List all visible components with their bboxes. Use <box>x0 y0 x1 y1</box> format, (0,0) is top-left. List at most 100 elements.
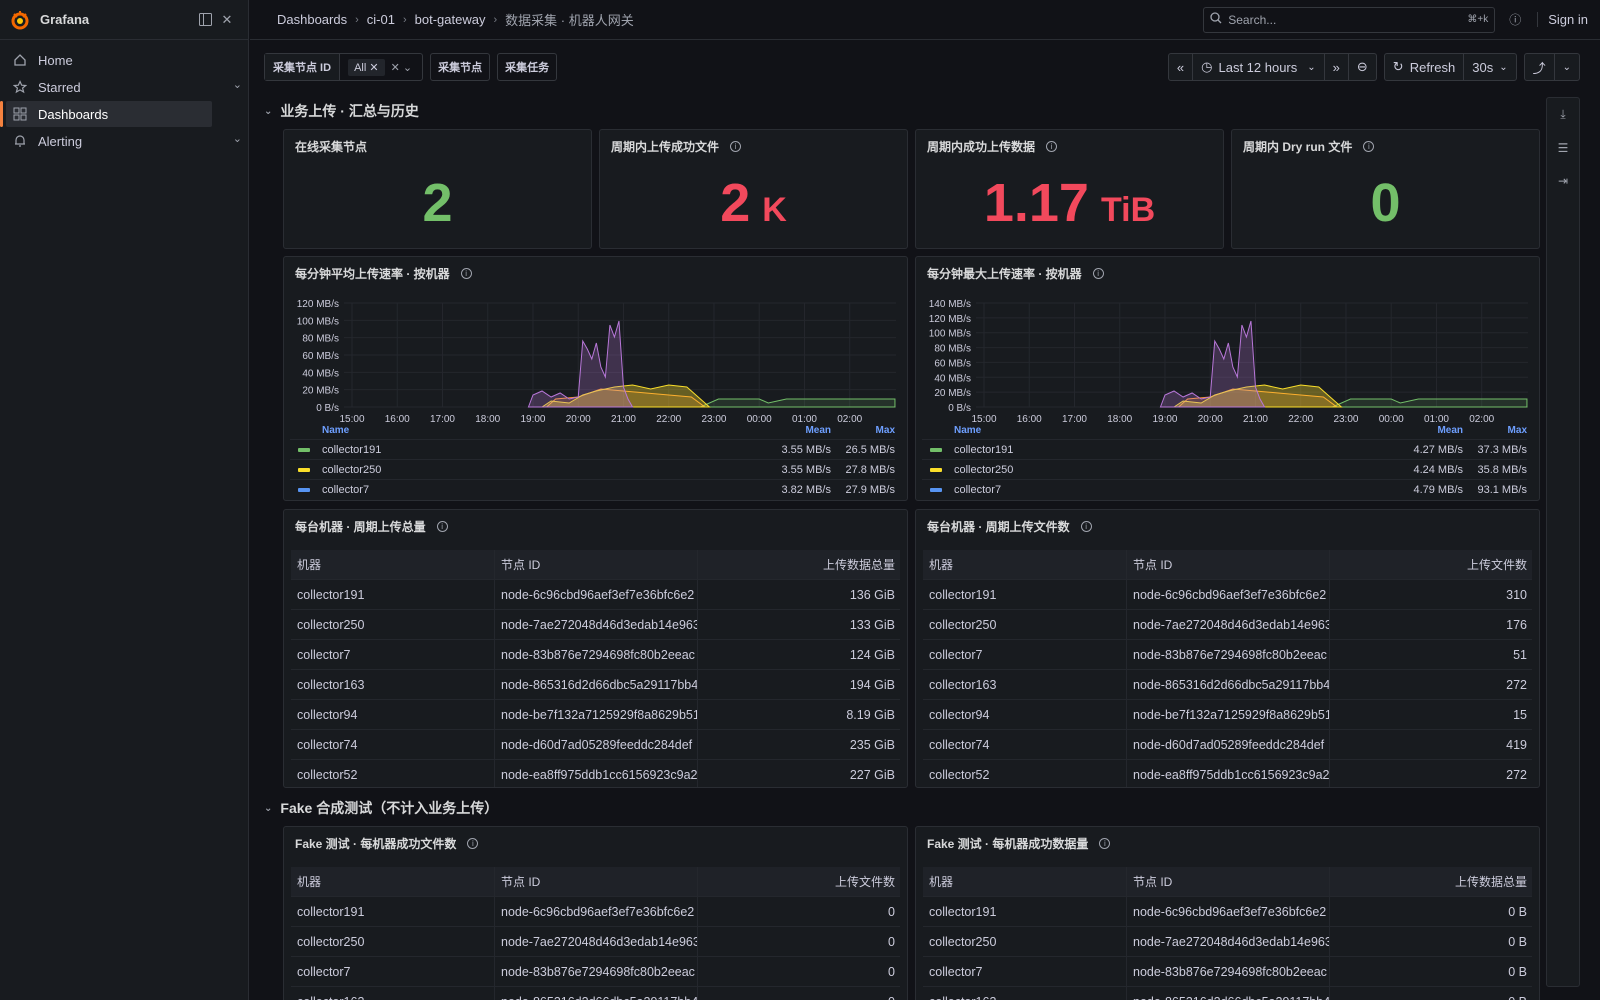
table-cell: node-865316d2d66dbc5a29117bb4 <box>1127 670 1330 699</box>
time-shift-back-icon[interactable]: « <box>1169 54 1194 80</box>
info-icon[interactable]: i <box>436 520 448 532</box>
column-header[interactable]: 机器 <box>923 550 1127 579</box>
column-header[interactable]: 节点 ID <box>495 867 698 896</box>
table-cell: collector191 <box>923 897 1127 926</box>
table-cell: collector250 <box>291 927 495 956</box>
info-icon[interactable]: i <box>467 837 479 849</box>
collapse-pane-icon[interactable]: ⇥ <box>1557 173 1569 188</box>
table-cell: collector52 <box>923 760 1127 787</box>
timeseries-chart[interactable]: 120 MB/s 100 MB/s 80 MB/s 60 MB/s 40 MB/s 20 … <box>284 299 908 427</box>
legend-item[interactable]: collector7 4.79 MB/s 93.1 MB/s <box>922 479 1527 499</box>
info-icon[interactable]: i <box>1363 140 1375 152</box>
clear-and-dropdown-icon[interactable]: ✕ ⌄ <box>390 61 413 74</box>
sidebar-item-starred[interactable]: Starred ⌄ <box>6 74 242 100</box>
time-range-picker[interactable]: ◷ Last 12 hours ⌄ <box>1193 54 1325 80</box>
sidebar: Grafana ✕ Home Starred ⌄ Dashboards Alerting… <box>0 0 249 1000</box>
x-tick-label: 00:00 <box>747 414 772 425</box>
info-icon[interactable]: i <box>1046 140 1058 152</box>
sign-in-link[interactable]: Sign in <box>1537 12 1588 27</box>
x-tick-label: 18:00 <box>1107 414 1132 425</box>
x-tick-label: 00:00 <box>1379 414 1404 425</box>
column-header[interactable]: 机器 <box>923 867 1127 896</box>
legend-col-max[interactable]: Max <box>1507 425 1527 436</box>
row-collapse-icon[interactable]: ⌄ <box>264 802 273 814</box>
y-tick-label: 20 MB/s <box>302 386 339 397</box>
legend-series-name: collector191 <box>954 443 1014 456</box>
legend-item[interactable]: collector191 3.55 MB/s 26.5 MB/s <box>290 439 895 459</box>
legend-col-name[interactable]: Name <box>954 425 982 436</box>
table-cell: collector250 <box>923 610 1127 639</box>
table-cell: 136 GiB <box>849 587 895 602</box>
column-header[interactable]: 上传数据总量 <box>822 558 895 572</box>
table-row: collector191 node-6c96cbd96aef3ef7e36bfc6… <box>291 580 900 610</box>
variable-value-chip[interactable]: All ✕ <box>348 58 385 76</box>
sidebar-item-home[interactable]: Home <box>6 47 212 73</box>
legend-col-mean[interactable]: Mean <box>805 425 831 436</box>
refresh-interval-picker[interactable]: 30s ⌄ <box>1464 54 1515 80</box>
sidebar-item-dashboards[interactable]: Dashboards <box>0 101 212 127</box>
column-header[interactable]: 节点 ID <box>1127 867 1330 896</box>
table-cell: collector250 <box>923 927 1127 956</box>
breadcrumb-item[interactable]: Dashboards <box>277 12 348 27</box>
legend-mean: 4.79 MB/s <box>1413 483 1463 496</box>
remove-value-icon[interactable]: ✕ <box>369 61 379 74</box>
column-header[interactable]: 节点 ID <box>495 550 698 579</box>
search-input[interactable]: Search... ⌘+k <box>1203 6 1496 33</box>
table-row: collector163node-865316d2d66dbc5a29117bb… <box>923 987 1532 1000</box>
zoom-out-icon[interactable]: ⊖ <box>1356 59 1368 74</box>
legend-col-name[interactable]: Name <box>322 425 350 436</box>
row-fake-test[interactable]: ⌄ Fake 合成测试（不计入业务上传） <box>264 798 498 818</box>
table-row: collector250 node-7ae272048d46d3edab14e96… <box>923 610 1532 640</box>
y-tick-label: 60 MB/s <box>934 358 971 369</box>
x-tick-label: 23:00 <box>1333 414 1358 425</box>
info-icon[interactable]: i <box>1080 520 1092 532</box>
legend-item[interactable]: collector191 4.27 MB/s 37.3 MB/s <box>922 439 1527 459</box>
row-business-upload[interactable]: ⌄ 业务上传 · 汇总与历史 <box>264 101 419 121</box>
table-cell: collector250 <box>291 610 495 639</box>
breadcrumb-item[interactable]: ci-01 <box>366 12 395 27</box>
table-cell: 0 <box>888 964 895 979</box>
series-area <box>700 398 896 408</box>
table-cell: 272 <box>1506 677 1527 692</box>
column-header[interactable]: 上传数据总量 <box>1454 875 1527 889</box>
legend-max: 93.1 MB/s <box>1477 483 1527 496</box>
column-header[interactable]: 节点 ID <box>1127 550 1330 579</box>
row-title: Fake 合成测试（不计入业务上传） <box>280 800 499 816</box>
refresh-button[interactable]: ↻ Refresh <box>1385 54 1465 80</box>
timeseries-chart[interactable]: 140 MB/s 120 MB/s 100 MB/s 80 MB/s 60 MB/s 40… <box>916 299 1540 427</box>
share-dropdown-icon[interactable]: ⌄ <box>1562 61 1571 73</box>
search-placeholder: Search... <box>1228 12 1277 27</box>
info-icon[interactable]: i <box>460 267 472 279</box>
dock-menu-icon[interactable] <box>194 9 216 31</box>
data-table: 机器 节点 ID 上传文件数 collector191 node-6c96cbd96ae… <box>923 550 1532 787</box>
outline-icon[interactable]: ☰ <box>1557 140 1569 155</box>
column-header[interactable]: 上传文件数 <box>1466 558 1527 572</box>
link-collector-tasks[interactable]: 采集任务 <box>497 53 558 81</box>
share-icon[interactable]: ⤴ <box>1525 54 1555 80</box>
variable-collector-node-id[interactable]: 采集节点 ID All ✕ ✕ ⌄ <box>264 53 424 81</box>
legend-col-max[interactable]: Max <box>875 425 895 436</box>
time-shift-forward-icon[interactable]: » <box>1325 54 1349 80</box>
chevron-down-icon[interactable]: ⌄ <box>232 79 242 91</box>
help-icon[interactable]: ⓘ <box>1509 13 1522 27</box>
legend-item[interactable]: collector250 3.55 MB/s 27.8 MB/s <box>290 459 895 479</box>
row-collapse-icon[interactable]: ⌄ <box>264 105 273 117</box>
column-header[interactable]: 机器 <box>291 867 495 896</box>
chevron-down-icon[interactable]: ⌄ <box>232 133 242 145</box>
legend-item[interactable]: collector7 3.82 MB/s 27.9 MB/s <box>290 479 895 499</box>
column-header[interactable]: 上传文件数 <box>834 875 895 889</box>
info-icon[interactable]: i <box>1092 267 1104 279</box>
sidebar-item-alerting[interactable]: Alerting ⌄ <box>6 128 242 154</box>
info-icon[interactable]: i <box>730 140 742 152</box>
breadcrumb-item[interactable]: bot-gateway <box>414 12 486 27</box>
legend-item[interactable]: collector250 4.24 MB/s 35.8 MB/s <box>922 459 1527 479</box>
import-icon[interactable]: ⤓ <box>1560 107 1566 121</box>
link-collector-nodes[interactable]: 采集节点 <box>430 53 491 81</box>
table-cell: node-865316d2d66dbc5a29117bb4 <box>1127 987 1330 1000</box>
column-header[interactable]: 机器 <box>291 550 495 579</box>
legend-col-mean[interactable]: Mean <box>1437 425 1463 436</box>
info-icon[interactable]: i <box>1099 837 1111 849</box>
close-menu-icon[interactable]: ✕ <box>221 11 233 27</box>
grafana-logo-icon[interactable] <box>10 10 30 30</box>
